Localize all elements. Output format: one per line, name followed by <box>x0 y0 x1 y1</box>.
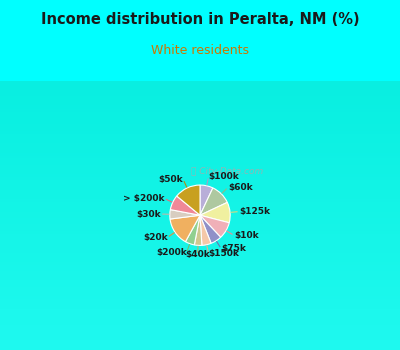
Text: $75k: $75k <box>221 244 246 253</box>
Wedge shape <box>186 215 200 245</box>
Text: $20k: $20k <box>143 233 168 242</box>
Wedge shape <box>170 215 200 242</box>
Wedge shape <box>170 210 200 219</box>
Text: $40k: $40k <box>185 250 210 259</box>
Text: $50k: $50k <box>159 175 183 184</box>
Text: $125k: $125k <box>239 207 270 216</box>
Text: $100k: $100k <box>208 172 239 181</box>
Text: > $200k: > $200k <box>123 194 164 203</box>
Text: $30k: $30k <box>136 210 161 218</box>
Wedge shape <box>194 215 202 245</box>
Wedge shape <box>170 196 200 215</box>
Text: $60k: $60k <box>228 183 252 192</box>
Wedge shape <box>200 215 211 245</box>
Wedge shape <box>200 215 221 243</box>
Wedge shape <box>200 185 213 215</box>
Text: $150k: $150k <box>208 249 240 258</box>
Wedge shape <box>200 188 227 215</box>
Text: $10k: $10k <box>234 231 258 240</box>
Text: White residents: White residents <box>151 44 249 57</box>
Text: $200k: $200k <box>156 248 187 257</box>
Wedge shape <box>177 185 200 215</box>
Wedge shape <box>200 202 230 223</box>
Text: ⓘ City-Data.com: ⓘ City-Data.com <box>191 167 263 176</box>
Wedge shape <box>200 215 229 237</box>
Text: Income distribution in Peralta, NM (%): Income distribution in Peralta, NM (%) <box>41 12 359 27</box>
